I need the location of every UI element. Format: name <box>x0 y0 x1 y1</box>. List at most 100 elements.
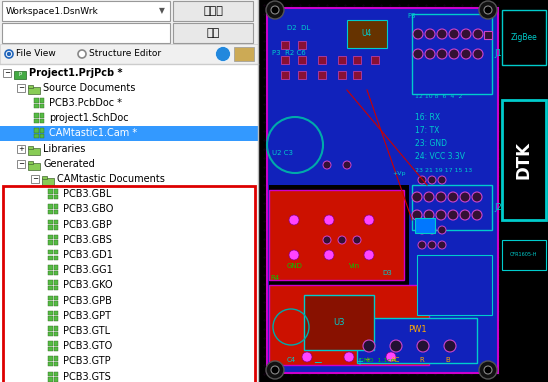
Circle shape <box>413 29 423 39</box>
Bar <box>39 134 44 138</box>
Bar <box>3 186 255 382</box>
Circle shape <box>436 210 446 220</box>
Bar <box>34 119 38 123</box>
Bar <box>48 311 53 315</box>
Text: B: B <box>447 357 454 363</box>
Bar <box>318 71 326 79</box>
Bar <box>502 10 546 65</box>
Text: 12 10 8  6  4  2: 12 10 8 6 4 2 <box>415 94 463 99</box>
Text: Workspace1.DsnWrk: Workspace1.DsnWrk <box>6 6 99 16</box>
Circle shape <box>418 176 426 184</box>
Circle shape <box>444 340 456 352</box>
Text: PCB3.GD1: PCB3.GD1 <box>63 250 113 260</box>
Text: CAMtastic Documents: CAMtastic Documents <box>57 174 165 184</box>
Bar <box>54 362 58 366</box>
Circle shape <box>338 236 346 244</box>
Bar <box>48 286 53 290</box>
Bar <box>0 65 258 382</box>
Text: ▼: ▼ <box>159 6 165 16</box>
Text: Source Documents: Source Documents <box>43 83 135 93</box>
Bar <box>54 332 58 336</box>
Bar <box>412 14 492 94</box>
Circle shape <box>353 236 361 244</box>
Circle shape <box>428 176 436 184</box>
Circle shape <box>425 29 435 39</box>
Bar <box>28 161 33 164</box>
Circle shape <box>343 161 351 169</box>
Text: D2  DL: D2 DL <box>287 25 310 31</box>
Circle shape <box>438 226 446 234</box>
Text: Project1.PrjPcb *: Project1.PrjPcb * <box>29 68 123 78</box>
Bar <box>48 296 53 300</box>
Circle shape <box>412 192 422 202</box>
Circle shape <box>363 340 375 352</box>
Circle shape <box>418 226 426 234</box>
Bar <box>500 0 548 382</box>
Text: U4: U4 <box>362 29 372 39</box>
Bar <box>0 0 258 382</box>
Text: PCB3.GPT: PCB3.GPT <box>63 311 111 321</box>
Circle shape <box>472 210 482 220</box>
Bar <box>2 1 170 21</box>
Bar <box>54 265 58 270</box>
Bar <box>17 145 25 152</box>
Bar <box>34 128 38 133</box>
Text: 23: GND: 23: GND <box>415 139 447 148</box>
Circle shape <box>437 49 447 59</box>
Bar <box>48 189 53 194</box>
Circle shape <box>271 366 279 374</box>
Circle shape <box>438 241 446 249</box>
Circle shape <box>271 6 279 14</box>
Text: J2: J2 <box>494 203 502 212</box>
Bar <box>281 71 289 79</box>
Bar <box>269 190 404 280</box>
Bar <box>48 235 53 239</box>
Circle shape <box>413 49 423 59</box>
Text: PCB3.GBL: PCB3.GBL <box>63 189 111 199</box>
Bar <box>54 240 58 245</box>
Circle shape <box>364 215 374 225</box>
Circle shape <box>386 352 396 362</box>
Circle shape <box>215 47 231 62</box>
Bar <box>48 301 53 306</box>
Text: ─: ─ <box>313 357 321 367</box>
Text: 24: VCC 3.3V: 24: VCC 3.3V <box>415 152 465 161</box>
Circle shape <box>78 50 86 58</box>
Bar <box>54 256 58 260</box>
Circle shape <box>7 52 11 56</box>
Circle shape <box>448 192 458 202</box>
Text: CAMtastic1.Cam *: CAMtastic1.Cam * <box>49 128 137 138</box>
Bar <box>371 56 379 64</box>
Text: D3: D3 <box>382 270 392 276</box>
Text: ─: ─ <box>5 70 9 76</box>
Bar <box>48 271 53 275</box>
Bar <box>28 85 33 88</box>
Circle shape <box>484 366 492 374</box>
Text: 17: TX: 17: TX <box>415 126 439 135</box>
Circle shape <box>428 241 436 249</box>
Bar <box>34 134 38 138</box>
Text: CFR1605-H: CFR1605-H <box>510 253 538 257</box>
Circle shape <box>460 210 470 220</box>
Bar <box>502 240 546 270</box>
Bar <box>318 56 326 64</box>
Circle shape <box>424 210 434 220</box>
Text: R4: R4 <box>270 275 279 281</box>
Bar <box>48 210 53 214</box>
Text: PCB3.PcbDoc *: PCB3.PcbDoc * <box>49 98 122 108</box>
Bar <box>415 218 435 233</box>
Bar <box>173 23 253 43</box>
Bar <box>347 20 387 48</box>
Circle shape <box>266 1 284 19</box>
Bar <box>502 100 546 220</box>
Bar <box>28 147 40 155</box>
Bar <box>353 56 361 64</box>
Text: Vin: Vin <box>349 263 360 269</box>
Bar <box>338 56 346 64</box>
Bar <box>173 1 253 21</box>
Text: 工程: 工程 <box>207 28 220 38</box>
Text: PCB3.GKO: PCB3.GKO <box>63 280 113 290</box>
Bar <box>54 195 58 199</box>
Text: C4: C4 <box>287 357 295 363</box>
Circle shape <box>460 192 470 202</box>
